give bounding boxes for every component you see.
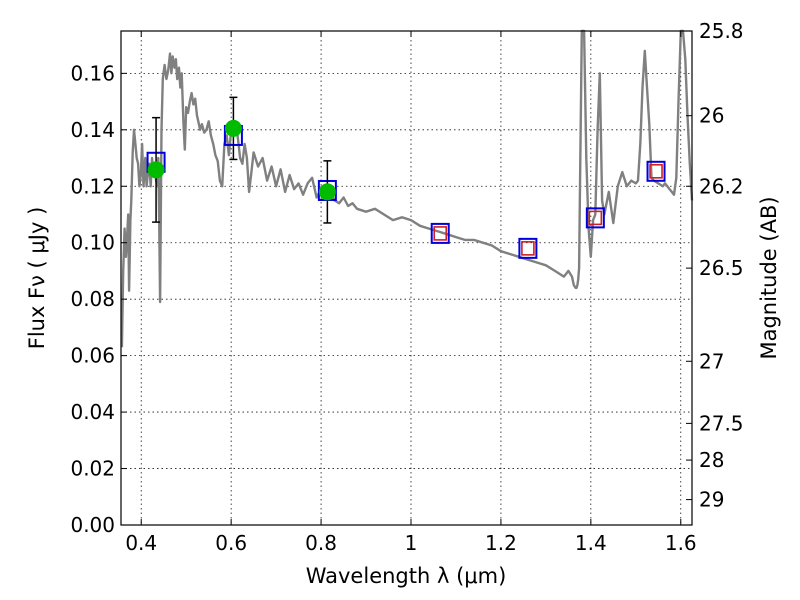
y-axis-title: Flux Fν ( μJy ) (25, 207, 49, 350)
observed-flux-point (318, 183, 336, 201)
right-tick-label: 26 (699, 104, 724, 128)
band-flux-box (649, 163, 663, 179)
right-tick-label: 28 (699, 448, 724, 472)
x-tick-label: 0.8 (305, 531, 337, 555)
x-tick-label: 1.2 (485, 531, 517, 555)
observed-flux-point (147, 161, 165, 179)
model-flux-box (518, 237, 538, 259)
y-tick-label: 0.02 (70, 457, 115, 481)
right-tick-label: 25.8 (699, 19, 744, 43)
right-axis-title: Magnitude (AB) (757, 196, 781, 359)
observed-flux-point (224, 119, 242, 137)
y-tick-label: 0.10 (70, 231, 115, 255)
x-axis-title: Wavelength λ (μm) (306, 564, 507, 588)
right-tick-label: 27.5 (699, 411, 744, 435)
x-tick-label: 0.4 (125, 531, 157, 555)
y-tick-label: 0.08 (70, 287, 115, 311)
right-tick-label: 26.5 (699, 256, 744, 280)
y-tick-label: 0.04 (70, 400, 115, 424)
model-spectrum-line (120, 29, 694, 348)
x-tick-label: 1.6 (665, 531, 697, 555)
band-flux-box (433, 226, 448, 241)
model-flux-box (430, 222, 450, 244)
grid-layer (121, 31, 692, 525)
model-flux-box (585, 207, 605, 229)
right-tick-label: 26.2 (699, 174, 744, 198)
model-flux-box (646, 160, 666, 182)
band-flux-box (588, 210, 603, 226)
y-tick-label: 0.00 (70, 513, 115, 537)
y-tick-label: 0.16 (70, 61, 115, 85)
x-tick-label: 1 (405, 531, 418, 555)
right-tick-label: 27 (699, 349, 724, 373)
tick-layer: 0.4 0.6 0.8 1 1.2 1.4 1.6 0.00 0.02 0.04 0.06 0.08 0… (70, 19, 743, 555)
y-tick-label: 0.06 (70, 344, 115, 368)
x-tick-label: 0.6 (215, 531, 247, 555)
y-tick-label: 0.12 (70, 174, 115, 198)
band-flux-box (521, 241, 535, 256)
right-tick-label: 29 (699, 488, 724, 512)
data-layer (120, 29, 694, 348)
plot-frame (120, 30, 693, 526)
x-tick-label: 1.4 (575, 531, 607, 555)
y-tick-label: 0.14 (70, 118, 115, 142)
